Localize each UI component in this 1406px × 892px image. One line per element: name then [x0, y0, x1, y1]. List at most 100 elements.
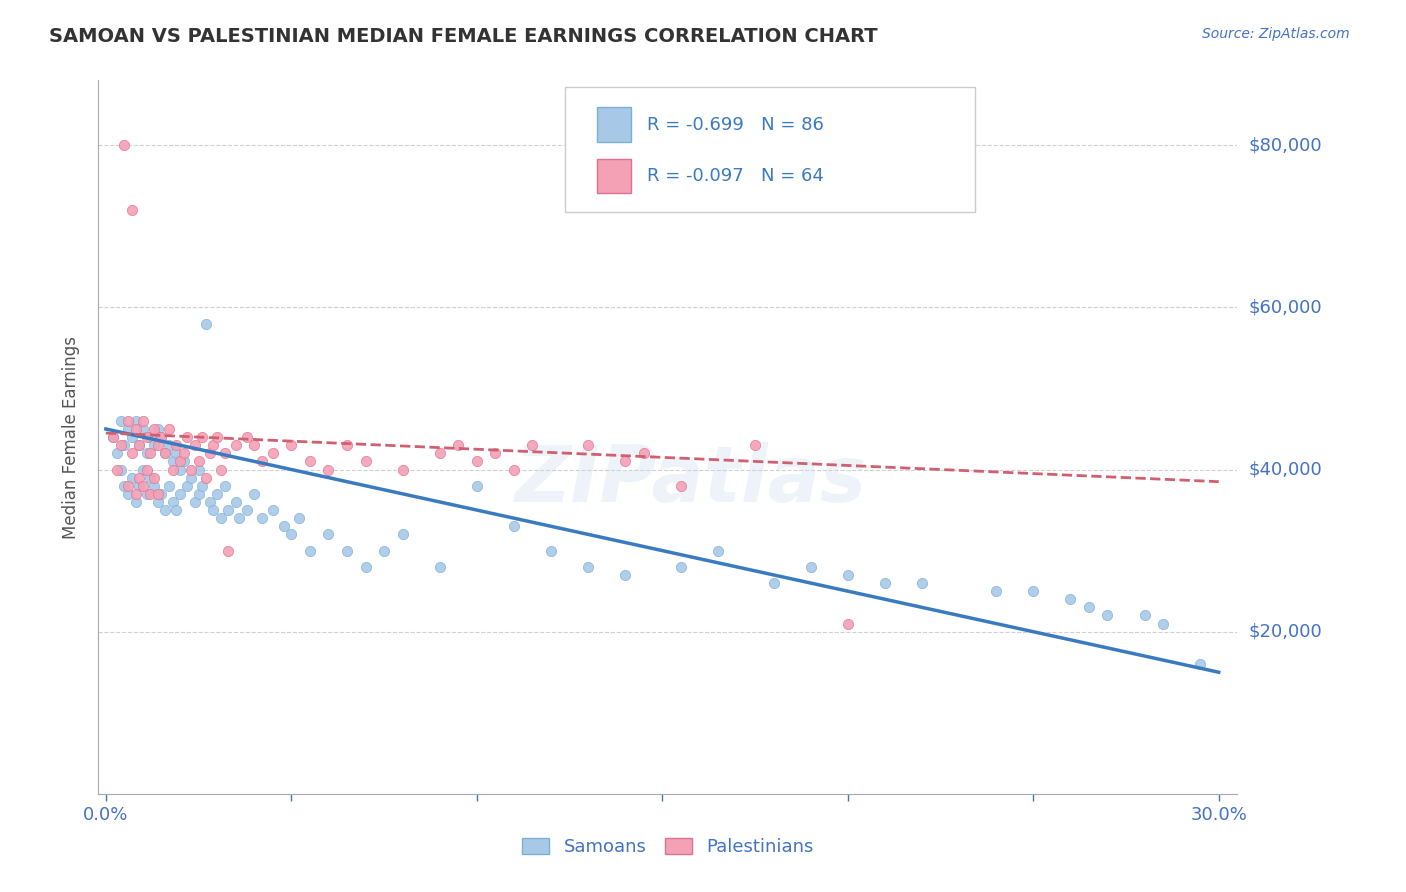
- Point: [205, 430, 228, 444]
- Point: [354, 559, 377, 574]
- Point: [110, 462, 132, 476]
- Point: [135, 487, 157, 501]
- Point: [318, 527, 340, 541]
- Point: [800, 559, 823, 574]
- Point: [465, 479, 488, 493]
- Text: R = -0.097   N = 64: R = -0.097 N = 64: [647, 167, 824, 185]
- Point: [198, 446, 221, 460]
- Point: [146, 487, 169, 501]
- Point: [124, 487, 146, 501]
- Point: [195, 470, 218, 484]
- Point: [250, 454, 273, 468]
- Point: [117, 487, 139, 501]
- Point: [522, 438, 544, 452]
- Legend: Samoans, Palestinians: Samoans, Palestinians: [515, 830, 821, 863]
- Point: [1189, 657, 1212, 672]
- Point: [318, 462, 340, 476]
- Point: [169, 454, 191, 468]
- Point: [1077, 600, 1099, 615]
- Point: [187, 454, 209, 468]
- Point: [633, 446, 655, 460]
- Point: [986, 584, 1008, 599]
- Point: [105, 462, 128, 476]
- Point: [143, 422, 166, 436]
- Point: [103, 430, 125, 444]
- Point: [1022, 584, 1045, 599]
- FancyBboxPatch shape: [598, 159, 631, 193]
- Point: [373, 543, 395, 558]
- Point: [214, 479, 236, 493]
- Point: [128, 470, 150, 484]
- Point: [707, 543, 730, 558]
- Point: [157, 422, 180, 436]
- Point: [187, 462, 209, 476]
- Point: [112, 138, 135, 153]
- Point: [153, 446, 176, 460]
- FancyBboxPatch shape: [598, 107, 631, 142]
- Point: [139, 446, 162, 460]
- Point: [117, 479, 139, 493]
- Text: Source: ZipAtlas.com: Source: ZipAtlas.com: [1202, 27, 1350, 41]
- Point: [911, 576, 934, 591]
- Point: [121, 430, 143, 444]
- Text: R = -0.699   N = 86: R = -0.699 N = 86: [647, 116, 824, 134]
- Point: [202, 438, 225, 452]
- Point: [873, 576, 896, 591]
- Point: [132, 422, 155, 436]
- Point: [391, 527, 413, 541]
- Point: [143, 470, 166, 484]
- Point: [173, 446, 195, 460]
- Point: [236, 503, 259, 517]
- Point: [273, 519, 295, 533]
- Point: [128, 438, 150, 452]
- Point: [176, 479, 198, 493]
- Point: [176, 430, 198, 444]
- Point: [298, 543, 321, 558]
- Point: [105, 446, 128, 460]
- Point: [165, 446, 187, 460]
- Point: [250, 511, 273, 525]
- FancyBboxPatch shape: [565, 87, 976, 212]
- Point: [287, 511, 309, 525]
- Point: [128, 438, 150, 452]
- Point: [243, 438, 266, 452]
- Point: [503, 462, 526, 476]
- Point: [135, 462, 157, 476]
- Point: [262, 503, 284, 517]
- Point: [191, 430, 214, 444]
- Point: [336, 438, 359, 452]
- Point: [157, 438, 180, 452]
- Point: [135, 446, 157, 460]
- Text: SAMOAN VS PALESTINIAN MEDIAN FEMALE EARNINGS CORRELATION CHART: SAMOAN VS PALESTINIAN MEDIAN FEMALE EARN…: [49, 27, 877, 45]
- Point: [146, 422, 169, 436]
- Point: [1097, 608, 1119, 623]
- Point: [128, 479, 150, 493]
- Point: [280, 527, 302, 541]
- Point: [124, 495, 146, 509]
- Point: [503, 519, 526, 533]
- Point: [180, 470, 202, 484]
- Point: [135, 430, 157, 444]
- Point: [198, 495, 221, 509]
- Point: [614, 454, 637, 468]
- Point: [121, 470, 143, 484]
- Point: [228, 511, 250, 525]
- Text: ZIPatlas: ZIPatlas: [515, 442, 866, 518]
- Point: [165, 438, 187, 452]
- Point: [187, 487, 209, 501]
- Point: [143, 479, 166, 493]
- Point: [121, 446, 143, 460]
- Point: [225, 438, 247, 452]
- Point: [614, 568, 637, 582]
- Text: $60,000: $60,000: [1249, 298, 1322, 317]
- Point: [173, 454, 195, 468]
- Point: [139, 430, 162, 444]
- Point: [298, 454, 321, 468]
- Point: [112, 438, 135, 452]
- Point: [1152, 616, 1174, 631]
- Point: [162, 454, 184, 468]
- Point: [391, 462, 413, 476]
- Point: [139, 470, 162, 484]
- Point: [132, 462, 155, 476]
- Point: [205, 487, 228, 501]
